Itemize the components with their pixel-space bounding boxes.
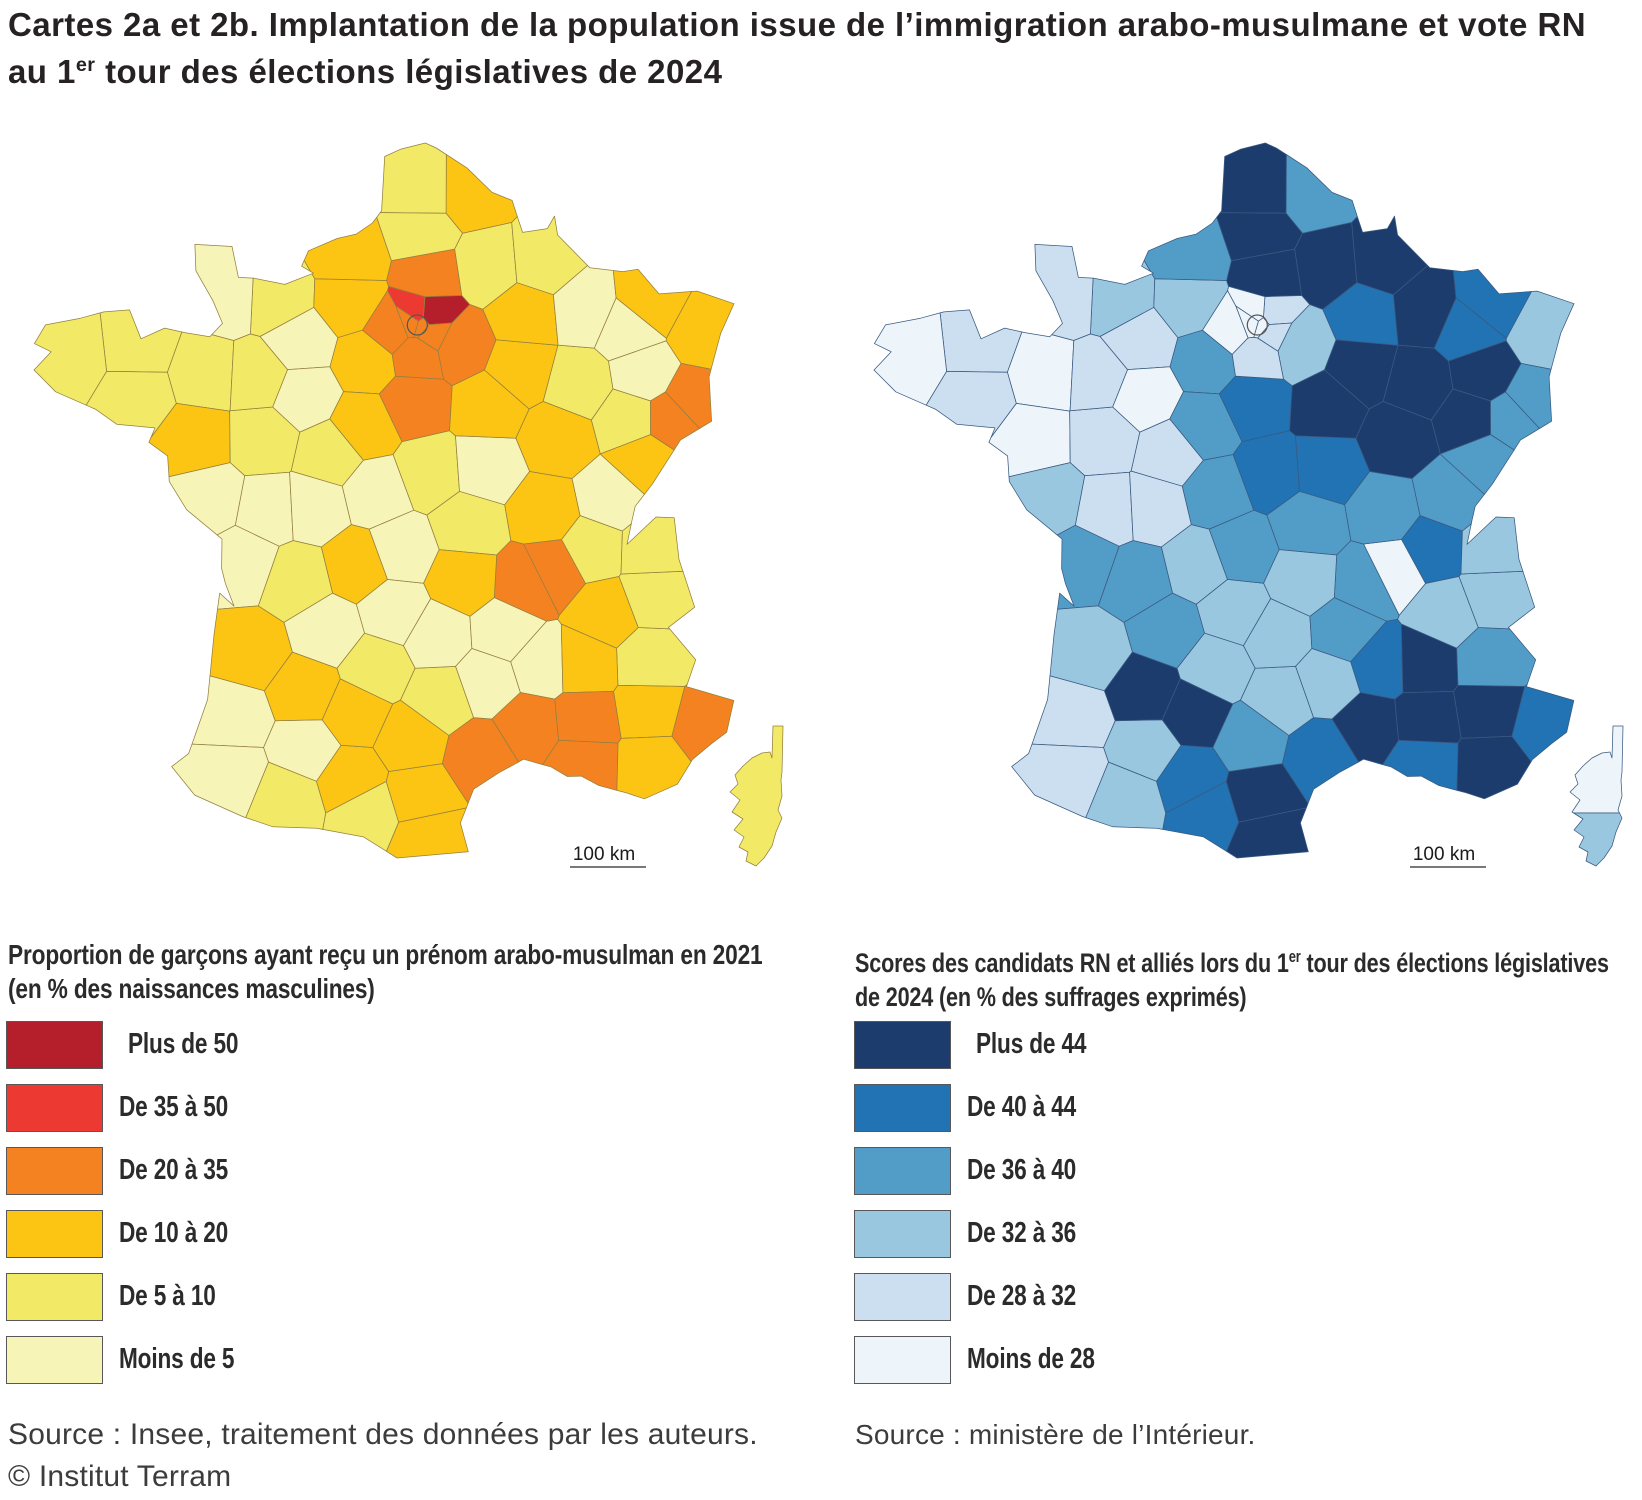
svg-text:100 km: 100 km bbox=[573, 844, 635, 865]
svg-text:100 km: 100 km bbox=[1413, 844, 1475, 865]
